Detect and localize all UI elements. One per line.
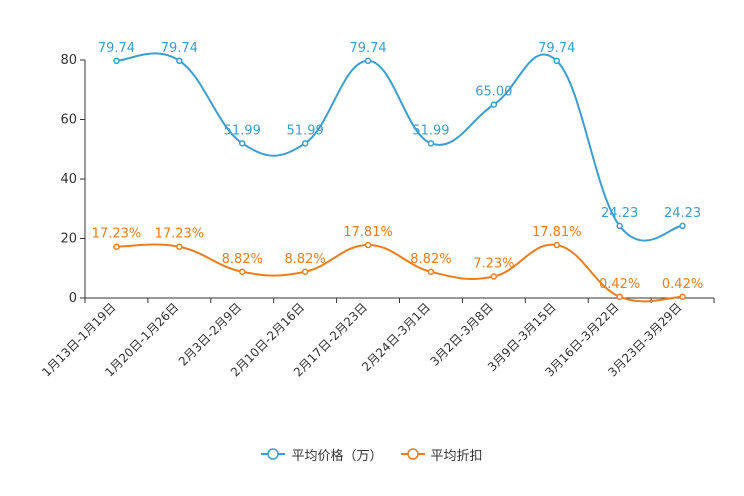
data-point-price <box>553 57 560 65</box>
data-point-price <box>364 57 372 65</box>
data-label-discount: 8.82% <box>410 252 451 267</box>
data-label-discount: 17.23% <box>155 227 205 242</box>
x-tick-label: 2月3日-2月9日 <box>176 300 245 369</box>
data-point-discount <box>679 293 686 301</box>
data-point-discount <box>239 268 246 276</box>
y-tick-label: 60 <box>60 113 77 128</box>
data-label-price: 79.74 <box>161 41 198 56</box>
data-point-discount <box>490 273 498 280</box>
data-point-discount <box>301 268 309 276</box>
legend-marker-price-icon <box>261 448 286 460</box>
data-point-discount <box>616 293 623 301</box>
legend-label-price: 平均价格（万） <box>291 448 383 464</box>
line-chart: 0204060801月13日-1月19日1月20日-1月26日2月3日-2月9日… <box>39 41 715 380</box>
data-point-discount <box>364 241 372 249</box>
data-label-discount: 17.23% <box>92 227 142 242</box>
data-label-price: 24.23 <box>601 206 638 221</box>
data-point-price <box>679 222 686 230</box>
data-label-discount: 8.82% <box>284 252 325 267</box>
legend-marker-discount-icon <box>400 448 425 460</box>
data-point-price <box>490 101 498 108</box>
series-line-discount <box>116 243 683 303</box>
data-point-price <box>113 57 120 65</box>
data-label-price: 51.99 <box>224 123 261 138</box>
data-label-price: 79.74 <box>538 41 575 56</box>
data-label-price: 51.99 <box>412 123 449 138</box>
data-label-price: 79.74 <box>349 41 386 56</box>
data-point-price <box>427 140 435 147</box>
data-point-discount <box>176 243 183 250</box>
data-point-price <box>301 140 309 147</box>
legend-label-discount: 平均折扣 <box>430 448 483 464</box>
data-label-discount: 17.81% <box>532 225 582 240</box>
y-tick-label: 0 <box>69 291 77 306</box>
data-point-price <box>176 57 183 65</box>
data-label-discount: 0.42% <box>599 277 640 292</box>
legend: 平均价格（万） 平均折扣 <box>0 444 744 464</box>
legend-item-price[interactable]: 平均价格（万） <box>261 445 383 464</box>
data-label-discount: 7.23% <box>473 256 514 271</box>
data-point-price <box>616 222 623 230</box>
data-label-price: 24.23 <box>664 206 701 221</box>
y-tick-label: 80 <box>60 53 77 68</box>
data-label-discount: 8.82% <box>222 252 263 267</box>
data-point-discount <box>113 243 120 250</box>
data-point-discount <box>427 268 435 276</box>
x-tick-label: 2月24日-3月1日 <box>359 300 433 374</box>
x-tick-label: 3月2日-3月8日 <box>427 300 496 369</box>
legend-item-discount[interactable]: 平均折扣 <box>400 445 483 464</box>
data-label-price: 51.99 <box>287 123 324 138</box>
y-tick-label: 40 <box>60 172 77 187</box>
data-label-discount: 17.81% <box>343 225 393 240</box>
data-label-discount: 0.42% <box>662 277 703 292</box>
data-label-price: 65.00 <box>475 85 512 100</box>
data-point-price <box>239 140 246 147</box>
series-line-price <box>116 52 683 242</box>
data-label-price: 79.74 <box>98 41 135 56</box>
y-tick-label: 20 <box>60 232 77 247</box>
data-point-discount <box>553 241 560 249</box>
